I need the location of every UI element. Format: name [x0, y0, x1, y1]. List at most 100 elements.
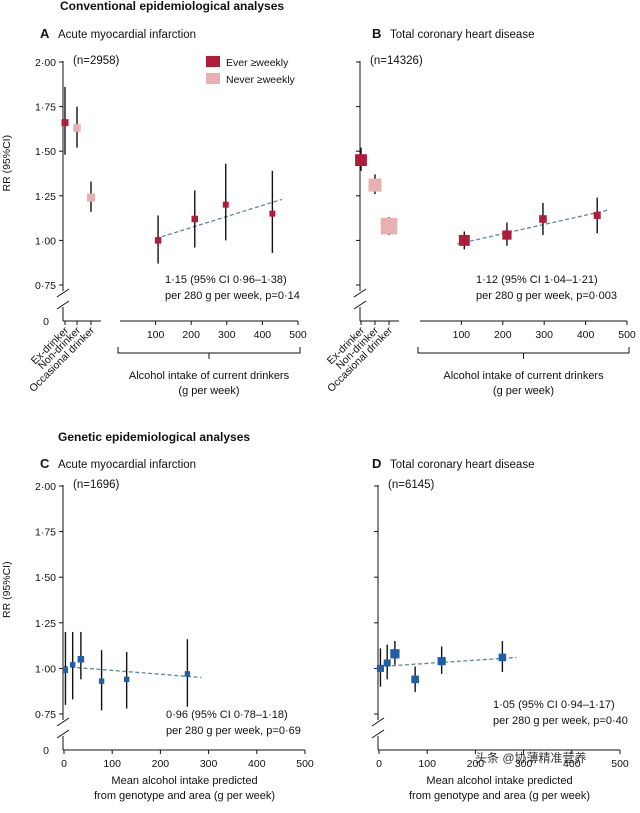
x-tick-label: 100: [103, 758, 121, 770]
range-bracket: [417, 347, 630, 354]
point-marker: [62, 667, 69, 673]
x-tick-label: 500: [289, 329, 307, 341]
x-tick-label: 500: [618, 329, 636, 341]
x-tick-label: 200: [152, 758, 170, 770]
y-tick-label: 1·75: [35, 527, 56, 539]
axis-break-mark: [353, 288, 367, 298]
y-tick-label: 0: [43, 316, 49, 328]
point-marker: [61, 119, 69, 127]
trend-line: [63, 665, 202, 679]
y-tick-label: 0·75: [35, 709, 56, 721]
x-axis-label: Mean alcohol intake predicted: [426, 775, 572, 787]
x-tick-label: 400: [577, 329, 595, 341]
point-marker: [539, 215, 547, 223]
panel-a: A Acute myocardial infarction (n=2958) RR (…: [1, 26, 307, 397]
point-marker: [376, 664, 384, 672]
point-marker: [502, 230, 512, 240]
axis-break-mark: [56, 717, 70, 727]
estimate-annotation: 1·12 (95% CI 1·04–1·21): [476, 274, 598, 286]
trend-line: [155, 198, 283, 240]
point-marker: [355, 154, 367, 167]
x-axis-label: Alcohol intake of current drinkers: [443, 370, 604, 382]
y-tick-label: 1·50: [35, 572, 56, 584]
x-tick-label: 0: [376, 758, 382, 770]
point-marker: [390, 649, 400, 659]
estimate-annotation-p: per 280 g per week, p=0·69: [166, 725, 301, 737]
panel-letter: B: [372, 26, 381, 41]
x-tick-label: 0: [61, 758, 67, 770]
point-marker: [437, 657, 446, 666]
estimate-annotation: 1·15 (95% CI 0·96–1·38): [165, 274, 287, 286]
axis-break-mark: [371, 717, 385, 727]
sample-size-label: (n=1696): [73, 479, 120, 491]
panel-d: D Total coronary heart disease (n=6145) 0 10…: [371, 456, 629, 802]
legend-label: Ever ≥weekly: [226, 57, 289, 69]
x-tick-label: 100: [453, 329, 471, 341]
y-tick-label: 0: [43, 745, 49, 757]
watermark-text: 头条 @协薄精准营养: [475, 750, 587, 765]
x-axis-label-units: (g per week): [493, 385, 554, 397]
estimate-annotation-p: per 280 g per week, p=0·14: [165, 290, 300, 302]
point-marker: [383, 659, 391, 667]
x-tick-label: 300: [218, 329, 236, 341]
point-marker: [498, 653, 507, 662]
estimate-annotation-p: per 280 g per week, p=0·003: [476, 290, 617, 302]
point-marker: [184, 671, 191, 677]
x-axis-label: Alcohol intake of current drinkers: [129, 370, 290, 382]
panel-b: B Total coronary heart disease(n=14326)Ex…: [325, 26, 636, 397]
y-tick-label: 0·75: [35, 280, 56, 292]
estimate-annotation: 0·96 (95% CI 0·78–1·18): [166, 709, 288, 721]
y-tick-label: 1·25: [35, 618, 56, 630]
panel-letter: A: [40, 26, 50, 41]
y-tick-label: 1·75: [35, 102, 56, 114]
x-tick-label: 300: [200, 758, 218, 770]
point-marker: [69, 662, 76, 668]
axis-break-mark: [371, 729, 385, 739]
panel-c: C Acute myocardial infarction (n=1696) RR (…: [1, 456, 314, 802]
x-tick-label: 400: [563, 758, 581, 770]
point-marker: [411, 675, 419, 684]
y-axis-label: RR (95%CI): [1, 561, 13, 618]
panel-title: Acute myocardial infarction: [58, 459, 196, 471]
estimate-annotation-p: per 280 g per week, p=0·40: [493, 715, 628, 727]
point-marker: [222, 201, 229, 208]
section-title-genetic: Genetic epidemiological analyses: [58, 430, 250, 444]
point-marker: [77, 656, 85, 663]
point-marker: [593, 211, 601, 219]
x-tick-label: 300: [535, 329, 553, 341]
point-marker: [269, 210, 276, 217]
x-tick-label: 100: [147, 329, 165, 341]
sample-size-label: (n=6145): [388, 479, 435, 491]
point-marker: [380, 217, 398, 235]
axis-break-mark: [56, 288, 70, 298]
point-marker: [123, 676, 130, 683]
point-marker: [191, 215, 199, 223]
y-tick-label: 1·00: [35, 663, 56, 675]
point-marker: [368, 178, 382, 192]
point-marker: [73, 124, 81, 132]
y-tick-label: 1·25: [35, 191, 56, 203]
x-tick-label: 200: [182, 329, 200, 341]
panel-title: Total coronary heart disease: [390, 459, 534, 471]
axis-break-mark: [56, 729, 70, 739]
point-marker: [98, 678, 105, 684]
x-axis-label-units: (g per week): [178, 385, 239, 397]
y-tick-label: 2·00: [35, 481, 56, 493]
y-axis-label: RR (95%CI): [1, 135, 13, 192]
point-marker: [458, 234, 470, 246]
section-title-conventional: Conventional epidemiological analyses: [60, 0, 284, 13]
x-tick-label: 300: [515, 758, 533, 770]
panel-title: Total coronary heart disease: [390, 29, 534, 41]
x-tick-label: 100: [418, 758, 436, 770]
panel-letter: C: [40, 456, 50, 471]
x-tick-label: 200: [494, 329, 512, 341]
y-tick-label: 2·00: [35, 57, 56, 69]
sample-size-label: (n=2958): [73, 55, 120, 67]
legend-swatch: [206, 56, 220, 67]
point-marker: [154, 237, 162, 244]
x-tick-label: 500: [611, 758, 629, 770]
trend-line: [378, 656, 517, 668]
x-axis-label-units: from genotype and area (g per week): [409, 790, 590, 802]
point-marker: [86, 193, 96, 202]
x-axis-label: Mean alcohol intake predicted: [111, 775, 257, 787]
